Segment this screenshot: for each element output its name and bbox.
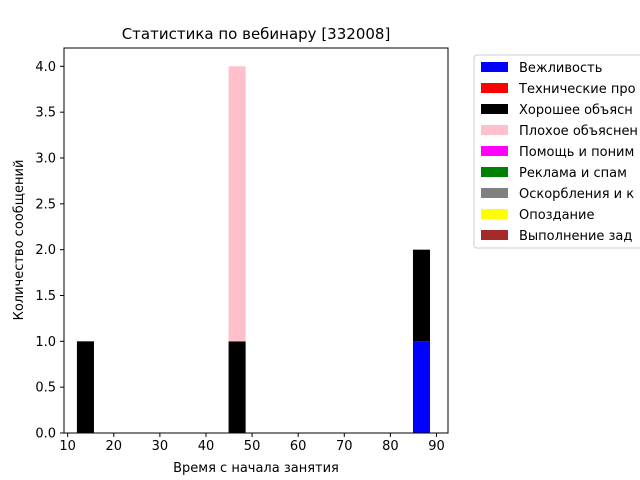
- legend-swatch-1: [481, 83, 508, 93]
- legend-label-1: Технические про: [518, 82, 636, 97]
- legend-swatch-2: [481, 104, 508, 114]
- legend-label-2: Хорошее объясн: [519, 103, 633, 118]
- legend-swatch-7: [481, 209, 508, 219]
- bar-segment-2-2: [412, 249, 431, 342]
- y-tick-label: 0.5: [35, 381, 56, 396]
- legend-box: [473, 54, 640, 249]
- legend: Вежливость Технические про Хорошее объясн П…: [473, 54, 640, 249]
- legend-label-7: Опоздание: [519, 208, 595, 223]
- x-tick-label: 10: [59, 439, 76, 454]
- plot-frame: [63, 47, 449, 434]
- x-axis-label: Время с начала занятия: [173, 461, 339, 476]
- legend-label-6: Оскорбления и к: [519, 187, 634, 202]
- legend-label-8: Выполнение зад: [519, 229, 632, 244]
- bar-segment-3-1: [228, 66, 246, 342]
- y-tick-label: 1.5: [35, 289, 56, 304]
- legend-label-0: Вежливость: [519, 61, 602, 76]
- x-tick-label: 40: [198, 439, 215, 454]
- legend-swatch-0: [481, 62, 508, 72]
- y-tick-label: 2.0: [35, 243, 56, 258]
- x-tick-label: 50: [244, 439, 261, 454]
- y-tick-label: 1.0: [35, 335, 56, 350]
- x-tick-label: 80: [382, 439, 399, 454]
- bars-group: [76, 66, 431, 433]
- legend-label-3: Плохое объяснен: [519, 124, 638, 139]
- legend-swatch-3: [481, 125, 508, 135]
- legend-swatch-4: [481, 146, 508, 156]
- x-axis-ticks: 10 20 30 40 50 60 70 80 90: [59, 433, 445, 454]
- legend-swatch-6: [481, 188, 508, 198]
- y-axis-ticks: 0.0 0.5 1.0 1.5 2.0 2.5 3.0 3.5 4.0: [35, 60, 64, 442]
- chart-title: Статистика по вебинару [332008]: [122, 25, 391, 43]
- y-tick-label: 2.5: [35, 197, 56, 212]
- x-tick-label: 90: [428, 439, 445, 454]
- y-axis-label: Количество сообщений: [12, 160, 27, 321]
- y-tick-label: 0.0: [35, 427, 56, 442]
- bar-segment-0-2: [412, 341, 431, 433]
- legend-swatch-5: [481, 167, 508, 177]
- bar-segment-2-0: [76, 341, 94, 433]
- x-tick-label: 70: [336, 439, 353, 454]
- y-tick-label: 4.0: [35, 60, 56, 75]
- x-tick-label: 20: [106, 439, 123, 454]
- legend-swatch-8: [481, 230, 508, 240]
- y-tick-label: 3.5: [35, 106, 56, 121]
- legend-label-4: Помощь и поним: [519, 145, 634, 160]
- x-tick-label: 30: [152, 439, 169, 454]
- bar-segment-2-1: [228, 341, 246, 433]
- legend-label-5: Реклама и спам: [519, 166, 627, 181]
- y-tick-label: 3.0: [35, 152, 56, 167]
- x-tick-label: 60: [290, 439, 307, 454]
